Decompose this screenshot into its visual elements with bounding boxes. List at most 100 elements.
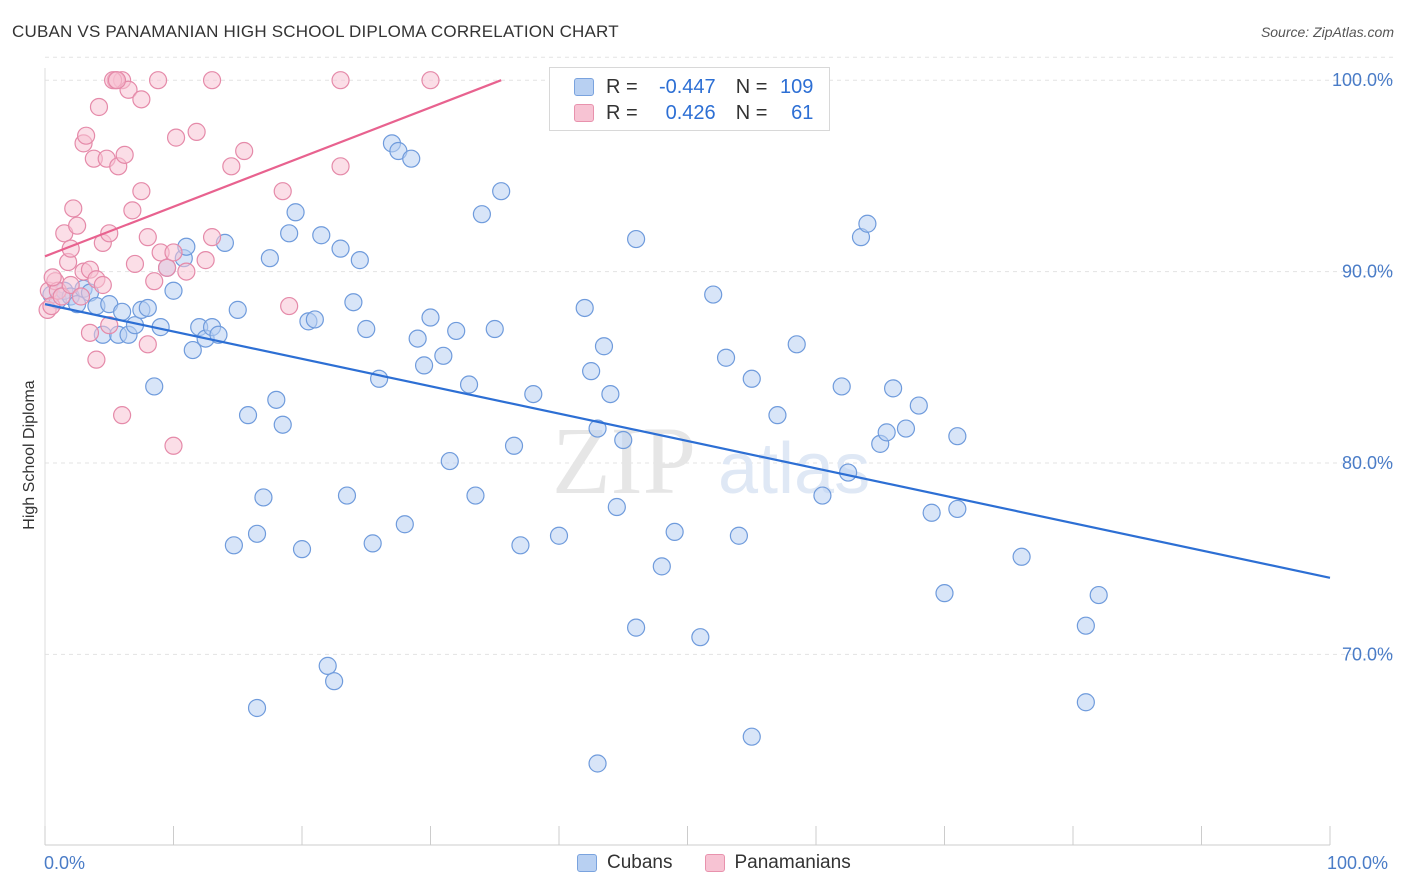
cuban-point xyxy=(138,298,157,318)
panamanian-point xyxy=(331,157,350,176)
cuban-point xyxy=(273,415,292,434)
x-axis-ticks xyxy=(44,826,1331,845)
panamanian-point xyxy=(77,126,96,145)
legend-r-value: -0.447 xyxy=(658,75,716,98)
cuban-point xyxy=(594,337,614,356)
cuban-point xyxy=(909,396,928,415)
legend-box: R = -0.447 N = 109 R = 0.426 N = 61 xyxy=(549,67,830,131)
cuban-point xyxy=(357,319,376,339)
cuban-point xyxy=(716,348,736,367)
panamanian-point xyxy=(148,71,168,90)
cuban-point xyxy=(363,534,382,553)
cuban-point xyxy=(447,321,466,341)
cuban-point xyxy=(704,285,723,304)
x-tick-label-min: 0.0% xyxy=(44,853,85,873)
cuban-point xyxy=(254,488,273,507)
cuban-point xyxy=(626,229,646,249)
cuban-point xyxy=(472,205,491,224)
panamanian-point xyxy=(280,296,299,316)
panamanian-point xyxy=(100,316,119,335)
cuban-point xyxy=(588,419,607,438)
panamanian-point xyxy=(331,71,350,90)
y-tick-label: 100.0% xyxy=(1332,70,1393,90)
panamanian-point xyxy=(273,182,292,201)
cuban-point xyxy=(395,515,414,534)
panamanian-point xyxy=(132,182,151,201)
cuban-point xyxy=(768,406,787,425)
cuban-point xyxy=(305,310,324,329)
cuban-point xyxy=(292,540,312,559)
cuban-point xyxy=(267,390,286,409)
legend-n-value: 61 xyxy=(791,101,814,124)
panamanian-point xyxy=(164,243,183,262)
cuban-point xyxy=(607,497,626,517)
cuban-point xyxy=(665,522,684,542)
panamanian-point xyxy=(61,275,80,295)
cuban-point xyxy=(511,536,530,555)
panamanian-point xyxy=(202,228,222,247)
cuban-point xyxy=(350,251,369,270)
legend-row-panamanians: R = 0.426 N = 61 xyxy=(550,100,813,126)
cuban-point xyxy=(729,526,749,545)
legend-n-label: N = xyxy=(735,75,768,98)
cuban-point xyxy=(601,384,620,404)
bottom-legend: Cubans Panamanians xyxy=(577,852,883,874)
cuban-point xyxy=(112,302,132,321)
cuban-point xyxy=(344,293,363,312)
panamanians-swatch xyxy=(574,104,594,122)
cubans-swatch xyxy=(577,854,597,872)
cuban-point xyxy=(839,463,858,482)
panamanian-point xyxy=(157,258,177,277)
y-axis-label: High School Diploma xyxy=(21,380,38,530)
legend-label-panamanians: Panamanians xyxy=(734,852,851,873)
y-tick-label: 90.0% xyxy=(1342,262,1393,282)
legend-r-label: R = xyxy=(606,101,638,124)
cuban-point xyxy=(504,436,524,455)
panamanian-point xyxy=(123,201,142,220)
legend-label-cubans: Cubans xyxy=(607,852,673,873)
panamanian-point xyxy=(222,157,241,176)
cuban-point xyxy=(318,656,337,675)
cuban-point xyxy=(408,329,427,348)
cuban-point xyxy=(742,369,761,388)
cuban-point xyxy=(1076,693,1095,712)
panamanians-trend-line xyxy=(44,79,502,258)
cuban-point xyxy=(614,430,633,450)
cuban-point xyxy=(247,524,267,543)
cuban-point xyxy=(1089,585,1108,605)
legend-item-cubans: Cubans xyxy=(577,852,673,874)
panamanians-points xyxy=(38,71,440,455)
panamanian-point xyxy=(93,275,112,295)
cuban-point xyxy=(331,239,350,258)
panamanian-point xyxy=(145,272,164,291)
panamanian-point xyxy=(138,335,157,354)
cuban-point xyxy=(1076,616,1095,635)
panamanian-point xyxy=(89,97,109,117)
trend-lines xyxy=(44,79,1331,579)
panamanian-point xyxy=(177,262,196,281)
cuban-point xyxy=(896,419,916,438)
panamanian-point xyxy=(43,268,62,287)
panamanian-point xyxy=(87,350,106,369)
panamanian-point xyxy=(112,406,132,425)
panamanian-point xyxy=(164,436,183,455)
cuban-point xyxy=(492,182,511,201)
chart-title: CUBAN VS PANAMANIAN HIGH SCHOOL DIPLOMA … xyxy=(12,22,619,41)
cuban-point xyxy=(286,203,305,222)
cuban-point xyxy=(238,406,258,425)
cuban-point xyxy=(877,423,896,442)
cuban-point xyxy=(421,308,440,327)
panamanian-point xyxy=(235,141,254,161)
panamanian-point xyxy=(166,128,186,147)
cuban-point xyxy=(813,486,832,505)
cuban-point xyxy=(459,375,479,394)
cuban-point xyxy=(164,281,183,300)
cuban-point xyxy=(883,379,903,398)
cuban-point xyxy=(312,226,331,245)
panamanian-point xyxy=(80,323,100,342)
cuban-point xyxy=(858,214,877,233)
cuban-point xyxy=(228,300,247,319)
cuban-point xyxy=(935,584,954,603)
panamanian-point xyxy=(196,251,215,270)
cuban-point xyxy=(224,536,243,555)
